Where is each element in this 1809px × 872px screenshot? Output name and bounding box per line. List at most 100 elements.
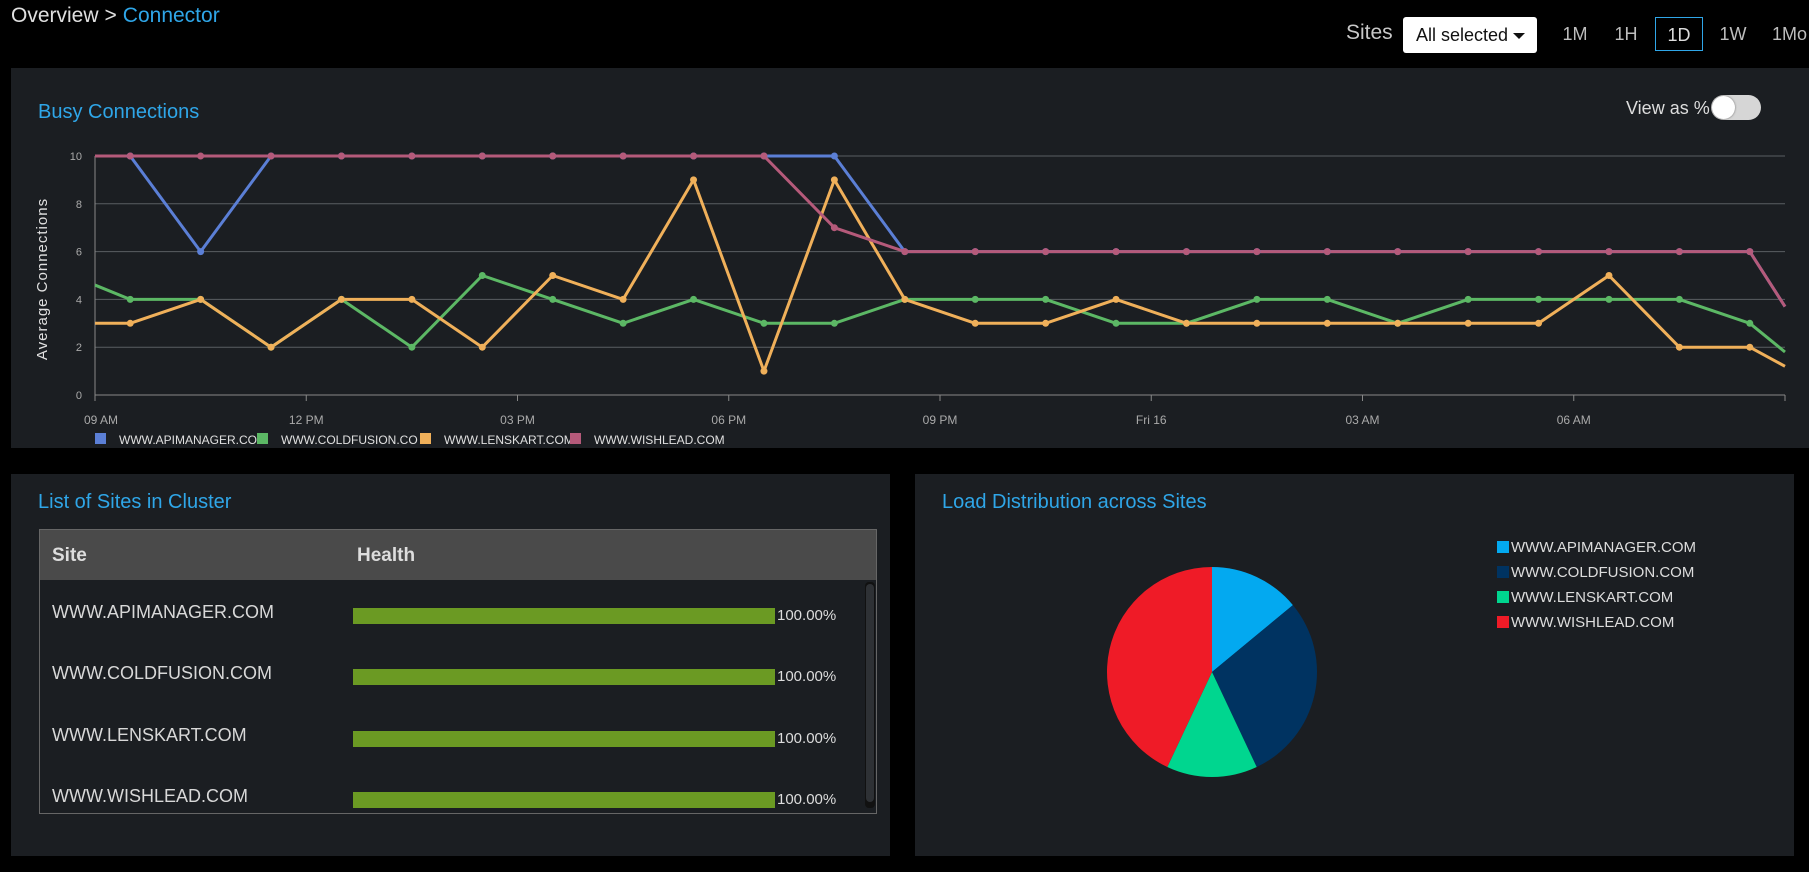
data-point[interactable]	[1112, 319, 1120, 327]
data-point[interactable]	[971, 295, 979, 303]
data-point[interactable]	[1535, 319, 1543, 327]
data-point[interactable]	[549, 295, 557, 303]
data-point[interactable]	[1253, 248, 1261, 256]
data-point[interactable]	[690, 152, 698, 160]
data-point[interactable]	[549, 152, 557, 160]
table-row[interactable]: WWW.LENSKART.COM 100.00%	[40, 717, 860, 777]
range-1d-button[interactable]: 1D	[1655, 17, 1703, 51]
data-point[interactable]	[1746, 248, 1754, 256]
sites-dropdown[interactable]: All selected	[1403, 17, 1537, 53]
data-point[interactable]	[1042, 295, 1050, 303]
legend-swatch[interactable]	[257, 433, 268, 444]
legend-label[interactable]: WWW.LENSKART.COM	[444, 433, 574, 447]
pie-slice[interactable]	[1212, 567, 1293, 672]
pie-legend-item[interactable]: WWW.COLDFUSION.COM	[1497, 564, 1694, 581]
data-point[interactable]	[690, 295, 698, 303]
data-point[interactable]	[337, 152, 345, 160]
data-point[interactable]	[1605, 272, 1613, 279]
data-point[interactable]	[1605, 248, 1613, 256]
column-header-health[interactable]: Health	[357, 545, 416, 566]
data-point[interactable]	[1535, 295, 1543, 303]
data-point[interactable]	[1112, 248, 1120, 256]
pie-legend-item[interactable]: WWW.LENSKART.COM	[1497, 589, 1673, 606]
data-point[interactable]	[126, 319, 134, 327]
range-1w-button[interactable]: 1W	[1719, 24, 1747, 44]
data-point[interactable]	[1112, 295, 1120, 303]
data-point[interactable]	[830, 319, 838, 327]
data-point[interactable]	[1394, 319, 1402, 327]
table-row[interactable]: WWW.WISHLEAD.COM 100.00%	[40, 778, 860, 813]
table-scrollbar[interactable]	[865, 582, 875, 808]
data-point[interactable]	[478, 343, 486, 351]
view-as-percent-toggle[interactable]	[1711, 95, 1761, 120]
data-point[interactable]	[690, 176, 698, 184]
pie-legend-item[interactable]: WWW.APIMANAGER.COM	[1497, 539, 1696, 556]
data-point[interactable]	[971, 319, 979, 327]
legend-swatch[interactable]	[95, 433, 106, 444]
data-point[interactable]	[267, 343, 275, 351]
data-point[interactable]	[830, 176, 838, 184]
data-point[interactable]	[408, 295, 416, 303]
data-point[interactable]	[830, 152, 838, 160]
data-point[interactable]	[1675, 295, 1683, 303]
legend-label[interactable]: WWW.WISHLEAD.COM	[594, 433, 725, 447]
data-point[interactable]	[1464, 319, 1472, 327]
table-row[interactable]: WWW.COLDFUSION.COM 100.00%	[40, 655, 860, 715]
data-point[interactable]	[1464, 295, 1472, 303]
data-point[interactable]	[619, 152, 627, 160]
data-point[interactable]	[126, 295, 134, 303]
column-header-site[interactable]: Site	[52, 545, 87, 566]
data-point[interactable]	[1746, 319, 1754, 327]
data-point[interactable]	[478, 272, 486, 279]
data-point[interactable]	[1323, 248, 1331, 256]
pie-legend-item[interactable]: WWW.WISHLEAD.COM	[1497, 614, 1674, 631]
data-point[interactable]	[619, 295, 627, 303]
data-point[interactable]	[408, 343, 416, 351]
data-point[interactable]	[1253, 295, 1261, 303]
data-point[interactable]	[549, 272, 557, 279]
range-1m-button[interactable]: 1M	[1562, 24, 1588, 44]
data-point[interactable]	[971, 248, 979, 256]
pie-slice[interactable]	[1107, 567, 1212, 768]
data-point[interactable]	[1323, 295, 1331, 303]
data-point[interactable]	[760, 367, 768, 375]
data-point[interactable]	[1182, 319, 1190, 327]
pie-slice[interactable]	[1212, 605, 1317, 768]
data-point[interactable]	[619, 319, 627, 327]
legend-label[interactable]: WWW.COLDFUSION.CO	[281, 433, 418, 447]
data-point[interactable]	[830, 224, 838, 232]
legend-swatch[interactable]	[570, 433, 581, 444]
data-point[interactable]	[478, 152, 486, 160]
data-point[interactable]	[760, 152, 768, 160]
data-point[interactable]	[197, 295, 205, 303]
data-point[interactable]	[1042, 248, 1050, 256]
data-point[interactable]	[337, 295, 345, 303]
legend-swatch[interactable]	[420, 433, 431, 444]
data-point[interactable]	[760, 319, 768, 327]
data-point[interactable]	[1323, 319, 1331, 327]
scrollbar-thumb[interactable]	[866, 584, 874, 802]
data-point[interactable]	[1675, 248, 1683, 256]
data-point[interactable]	[1746, 343, 1754, 351]
data-point[interactable]	[1535, 248, 1543, 256]
data-point[interactable]	[1464, 248, 1472, 256]
data-point[interactable]	[901, 295, 909, 303]
data-point[interactable]	[197, 152, 205, 160]
data-point[interactable]	[126, 152, 134, 160]
data-point[interactable]	[408, 152, 416, 160]
data-point[interactable]	[1675, 343, 1683, 351]
pie-slice[interactable]	[1167, 672, 1257, 777]
data-point[interactable]	[1253, 319, 1261, 327]
data-point[interactable]	[901, 248, 909, 256]
data-point[interactable]	[1182, 248, 1190, 256]
range-1h-button[interactable]: 1H	[1614, 24, 1638, 44]
range-1mo-button[interactable]: 1Mo	[1772, 24, 1808, 44]
breadcrumb-overview-link[interactable]: Overview	[11, 4, 99, 27]
data-point[interactable]	[267, 152, 275, 160]
data-point[interactable]	[1394, 248, 1402, 256]
table-row[interactable]: WWW.APIMANAGER.COM 100.00%	[40, 594, 860, 654]
data-point[interactable]	[1042, 319, 1050, 327]
data-point[interactable]	[197, 248, 205, 256]
data-point[interactable]	[1605, 295, 1613, 303]
legend-label[interactable]: WWW.APIMANAGER.CO	[119, 433, 257, 447]
